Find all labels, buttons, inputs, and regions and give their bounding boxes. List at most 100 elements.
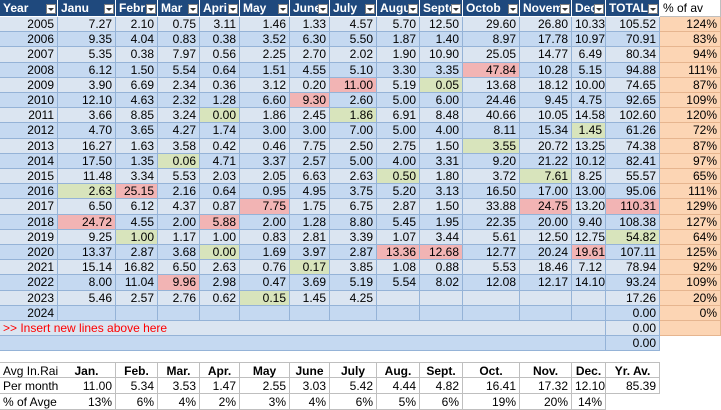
data-cell <box>463 305 520 321</box>
data-cell: 3.69 <box>290 275 330 291</box>
data-cell: 2.25 <box>240 47 290 63</box>
filter-button[interactable] <box>365 4 375 14</box>
data-cell: 64% <box>660 229 721 245</box>
data-cell: 102.60 <box>606 108 660 124</box>
data-cell: 3.39 <box>330 229 377 245</box>
data-cell: 11.00 <box>330 77 377 93</box>
data-cell: 93.24 <box>606 275 660 291</box>
summary-header: Nov. <box>520 362 572 378</box>
data-cell: 5.00 <box>377 123 420 139</box>
data-cell: 20.24 <box>520 245 572 261</box>
data-cell: 5.46 <box>58 290 116 306</box>
filter-button[interactable] <box>408 4 418 14</box>
data-cell <box>377 290 420 306</box>
filter-button[interactable] <box>594 4 604 14</box>
data-cell: 0.88 <box>420 260 463 276</box>
data-cell: 24.46 <box>463 93 520 109</box>
filter-button[interactable] <box>451 4 461 14</box>
summary-header: Apr. <box>200 362 240 378</box>
summary-value: 20% <box>520 394 572 410</box>
filter-button[interactable] <box>146 4 156 14</box>
filter-button[interactable] <box>318 4 328 14</box>
filter-button[interactable] <box>46 4 56 14</box>
data-cell: 1.75 <box>290 199 330 215</box>
data-cell: 1.95 <box>420 214 463 230</box>
row-spacer <box>0 321 606 337</box>
data-cell: 3.55 <box>463 138 520 154</box>
filter-button[interactable] <box>228 4 238 14</box>
data-cell: 12.50 <box>520 229 572 245</box>
data-cell: 4.27 <box>158 123 200 139</box>
summary-header: Dec. <box>572 362 606 378</box>
data-cell: 9.25 <box>58 229 116 245</box>
data-cell: 33.88 <box>463 199 520 215</box>
data-cell: 10.00 <box>572 77 606 93</box>
data-cell: 1.90 <box>377 47 420 63</box>
data-cell: 1.00 <box>116 229 158 245</box>
year-cell: 2011 <box>0 108 58 124</box>
data-cell: 13.25 <box>572 138 606 154</box>
data-cell: 25.15 <box>116 184 158 200</box>
data-cell: 7.61 <box>520 169 572 185</box>
data-cell: 120% <box>660 108 721 124</box>
data-cell: 10.05 <box>520 108 572 124</box>
data-cell: 78.94 <box>606 260 660 276</box>
data-cell: 105.52 <box>606 17 660 33</box>
data-cell: 13.36 <box>377 245 420 261</box>
data-cell: 6.00 <box>420 93 463 109</box>
summary-value: 4% <box>290 394 330 410</box>
data-cell: 97% <box>660 153 721 169</box>
column-header: % of av <box>660 0 721 17</box>
filter-button[interactable] <box>104 4 114 14</box>
data-cell: 94% <box>660 47 721 63</box>
data-cell: 5.45 <box>377 214 420 230</box>
data-cell: 5.19 <box>377 77 420 93</box>
data-cell: 6.50 <box>158 260 200 276</box>
data-cell: 111% <box>660 62 721 78</box>
data-cell: 3.72 <box>463 169 520 185</box>
data-cell: 19.61 <box>572 245 606 261</box>
data-cell: 18.12 <box>520 77 572 93</box>
data-cell: 6.49 <box>572 47 606 63</box>
data-cell: 3.30 <box>377 62 420 78</box>
data-cell: 10.33 <box>572 17 606 33</box>
data-cell: 1.17 <box>158 229 200 245</box>
filter-button[interactable] <box>648 4 658 14</box>
year-cell: 2015 <box>0 169 58 185</box>
filter-button[interactable] <box>278 4 288 14</box>
data-cell: 4.55 <box>116 214 158 230</box>
data-cell: 16.27 <box>58 138 116 154</box>
summary-value: 3.03 <box>290 378 330 394</box>
data-cell: 2.02 <box>330 47 377 63</box>
data-cell: 5.00 <box>330 153 377 169</box>
filter-button[interactable] <box>508 4 518 14</box>
data-cell: 4.95 <box>290 184 330 200</box>
row-spacer <box>0 336 606 352</box>
data-cell: 109% <box>660 275 721 291</box>
year-cell: 2022 <box>0 275 58 291</box>
data-cell: 11.04 <box>116 275 158 291</box>
data-cell: 5.35 <box>58 47 116 63</box>
data-cell: 13.37 <box>58 245 116 261</box>
data-cell: 4.25 <box>330 290 377 306</box>
data-cell: 0.50 <box>377 169 420 185</box>
year-cell: 2019 <box>0 229 58 245</box>
data-cell: 7.27 <box>58 17 116 33</box>
data-cell: 65% <box>660 169 721 185</box>
data-cell <box>420 305 463 321</box>
filter-button[interactable] <box>188 4 198 14</box>
data-cell: 4.55 <box>290 62 330 78</box>
data-cell: 13.68 <box>463 77 520 93</box>
summary-header: Oct. <box>463 362 520 378</box>
filter-button[interactable] <box>560 4 570 14</box>
data-cell: 9.20 <box>463 153 520 169</box>
year-cell: 2016 <box>0 184 58 200</box>
data-cell: 2.57 <box>290 153 330 169</box>
summary-value: 4% <box>158 394 200 410</box>
data-cell: 6.12 <box>58 62 116 78</box>
data-cell: 87% <box>660 77 721 93</box>
summary-value: 12.10 <box>572 378 606 394</box>
data-cell: 13.00 <box>572 184 606 200</box>
data-cell: 0.15 <box>240 290 290 306</box>
summary-value: 5% <box>377 394 420 410</box>
